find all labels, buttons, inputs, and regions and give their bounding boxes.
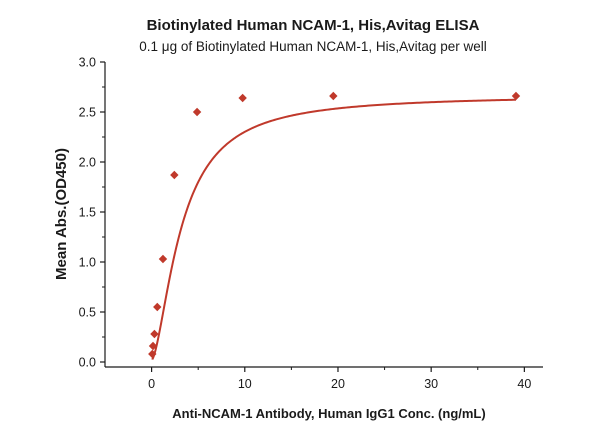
data-point: [238, 93, 247, 103]
data-point: [153, 302, 162, 312]
y-tick-label: 1.5: [79, 206, 96, 220]
chart-title: Biotinylated Human NCAM-1, His,Avitag EL…: [147, 17, 480, 34]
y-tick-label: 2.5: [79, 106, 96, 120]
data-point: [192, 107, 202, 117]
data-point: [170, 170, 179, 180]
y-tick-label: 0.5: [79, 306, 96, 320]
data-markers: [148, 91, 521, 359]
x-tick-label: 10: [238, 377, 252, 391]
y-axis-ticks: 0.0 0.5 1.0 1.5 2.0 2.5 3.0: [79, 56, 105, 370]
y-tick-label: 2.0: [79, 156, 96, 170]
y-axis-label: Mean Abs.(OD450): [53, 148, 70, 280]
chart-subtitle: 0.1 μg of Biotinylated Human NCAM-1, His…: [139, 39, 486, 54]
y-tick-label: 1.0: [79, 256, 96, 270]
x-axis-label: Anti-NCAM-1 Antibody, Human IgG1 Conc. (…: [172, 406, 485, 421]
axes: [104, 62, 543, 368]
x-tick-label: 20: [331, 377, 345, 391]
x-tick-label: 40: [517, 377, 531, 391]
fit-curve: [151, 98, 516, 361]
y-tick-label: 3.0: [79, 56, 96, 70]
x-tick-label: 0: [148, 377, 155, 391]
data-point: [148, 349, 157, 359]
data-point: [511, 91, 521, 101]
data-point: [148, 341, 158, 351]
x-axis-ticks: 0 10 20 30 40: [148, 367, 531, 391]
data-point: [158, 254, 168, 264]
x-tick-label: 30: [424, 377, 438, 391]
data-point: [329, 91, 338, 101]
data-point: [150, 329, 159, 339]
y-tick-label: 0.0: [79, 356, 96, 370]
